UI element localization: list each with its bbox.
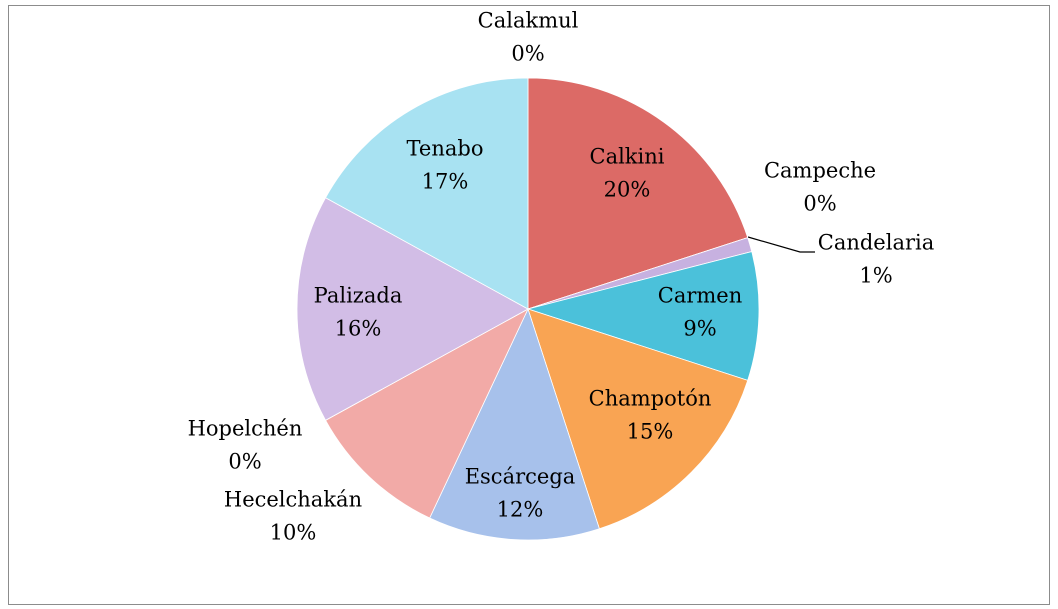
slice-value-label: 20% (604, 178, 651, 202)
slice-value-label: 9% (683, 317, 716, 341)
leader-line (747, 236, 815, 253)
slice-value-label: 0% (511, 42, 544, 66)
slice-value-label: 10% (270, 521, 317, 545)
pie-slice (325, 77, 529, 310)
slice-value-label: 0% (803, 192, 836, 216)
slice-label: Palizada (314, 284, 403, 308)
pie-slice (325, 308, 529, 519)
slice-label: Tenabo (407, 137, 484, 161)
slice-label: Calakmul (478, 9, 579, 33)
pie-slice (526, 251, 760, 381)
pie-slice (296, 197, 529, 421)
slice-label: Candelaria (818, 231, 935, 255)
slice-value-label: 16% (335, 317, 382, 341)
slice-label: Calkini (590, 145, 665, 169)
slice-label: Campeche (764, 159, 876, 183)
slice-label: Champotón (589, 387, 712, 411)
slice-label: Escárcega (465, 465, 576, 489)
pie-slice (527, 77, 749, 310)
pie-slice (429, 307, 600, 541)
pie-slice (527, 308, 749, 530)
slice-value-label: 15% (627, 420, 674, 444)
slice-value-label: 17% (422, 170, 469, 194)
slice-value-label: 1% (859, 264, 892, 288)
slice-label: Hopelchén (188, 417, 303, 441)
slice-label: Carmen (658, 284, 743, 308)
slice-value-label: 0% (228, 450, 261, 474)
slice-label: Hecelchakán (224, 488, 362, 512)
slice-value-label: 12% (497, 498, 544, 522)
